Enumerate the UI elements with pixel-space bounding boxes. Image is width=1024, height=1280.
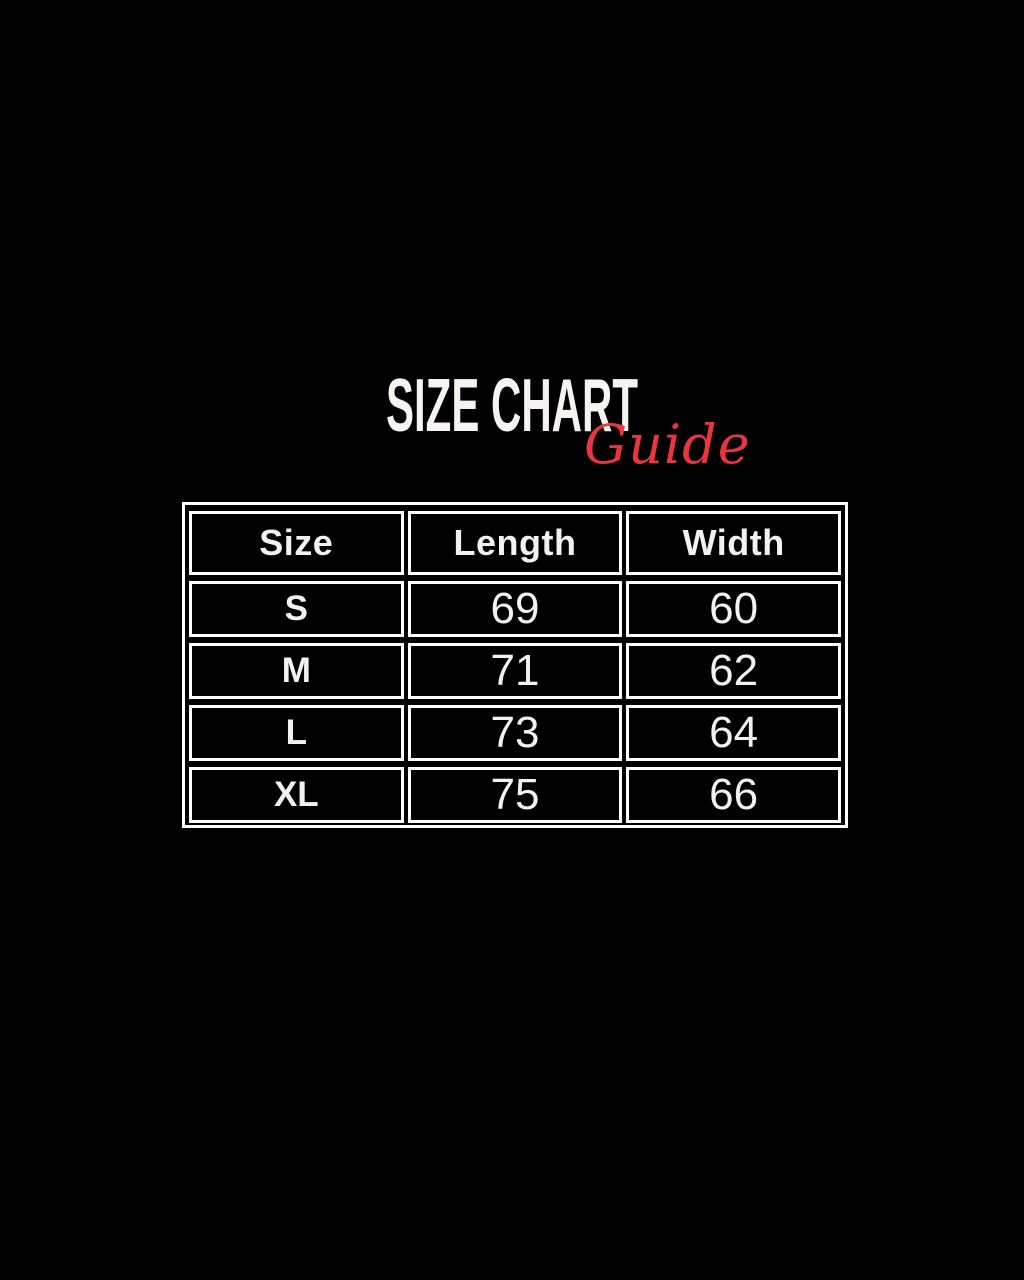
page-title: SIZE CHART	[386, 363, 638, 447]
cell-length-m: 71	[407, 643, 623, 699]
cell-size-l: L	[189, 705, 404, 761]
size-table: Size Length Width S 69 60 M 71 62 L	[185, 505, 845, 829]
table-row-m: M 71 62	[189, 643, 841, 699]
cell-length-xl: 75	[407, 767, 623, 823]
cell-size-xl: XL	[189, 767, 404, 823]
cell-length-l: 73	[407, 705, 623, 761]
cell-width-xl: 66	[626, 767, 841, 823]
cell-length-s: 69	[407, 581, 623, 637]
table-header-row: Size Length Width	[189, 511, 841, 575]
column-header-size: Size	[189, 511, 404, 575]
subtitle-guide-script: Guide	[584, 413, 751, 476]
cell-width-s: 60	[626, 581, 841, 637]
table-row-xl: XL 75 66	[189, 767, 841, 823]
size-table-frame: Size Length Width S 69 60 M 71 62 L	[182, 502, 848, 828]
table-row-l: L 73 64	[189, 705, 841, 761]
cell-width-m: 62	[626, 643, 841, 699]
table-row-s: S 69 60	[189, 581, 841, 637]
cell-width-l: 64	[626, 705, 841, 761]
cell-size-s: S	[189, 581, 404, 637]
column-header-width: Width	[626, 511, 841, 575]
title-block: SIZE CHART	[0, 368, 1024, 443]
column-header-length: Length	[407, 511, 623, 575]
cell-size-m: M	[189, 643, 404, 699]
